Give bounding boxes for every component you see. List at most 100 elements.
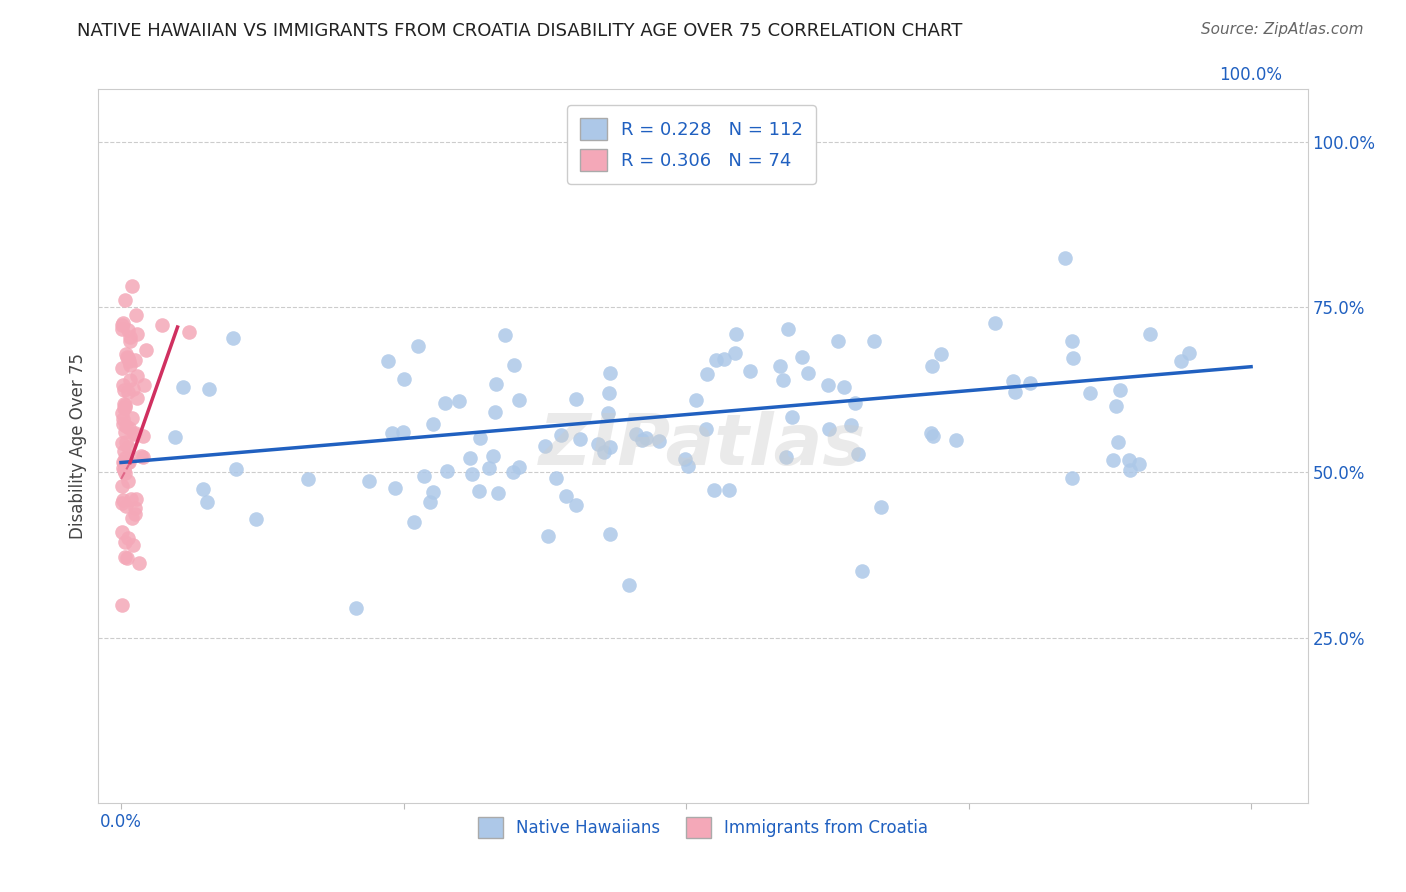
Point <box>117 350 139 364</box>
Point <box>1170 354 1192 368</box>
Point <box>598 406 620 420</box>
Text: ZIPatlas: ZIPatlas <box>540 411 866 481</box>
Point <box>125 392 148 406</box>
Point <box>112 463 135 477</box>
Point <box>384 481 406 495</box>
Point <box>851 564 873 578</box>
Point <box>772 374 794 388</box>
Point <box>195 495 218 509</box>
Point <box>117 531 139 545</box>
Point <box>460 467 482 482</box>
Point <box>1107 435 1129 450</box>
Point <box>846 447 869 461</box>
Point <box>718 483 741 498</box>
Point <box>818 422 841 436</box>
Point <box>118 454 141 468</box>
Point <box>165 429 187 443</box>
Point <box>118 353 141 368</box>
Point <box>111 318 134 332</box>
Point <box>1004 385 1026 400</box>
Point <box>945 433 967 447</box>
Point <box>599 366 621 380</box>
Point <box>127 368 149 383</box>
Point <box>780 409 803 424</box>
Text: NATIVE HAWAIIAN VS IMMIGRANTS FROM CROATIA DISABILITY AGE OVER 75 CORRELATION CH: NATIVE HAWAIIAN VS IMMIGRANTS FROM CROAT… <box>77 22 963 40</box>
Point <box>117 351 139 366</box>
Point <box>494 327 516 342</box>
Point <box>121 511 143 525</box>
Point <box>112 397 135 411</box>
Point <box>412 468 434 483</box>
Point <box>394 371 416 385</box>
Point <box>120 491 142 506</box>
Point <box>124 352 146 367</box>
Point <box>636 431 658 445</box>
Point <box>125 491 148 506</box>
Point <box>676 458 699 473</box>
Point <box>117 384 139 399</box>
Point <box>870 500 893 515</box>
Point <box>921 428 943 442</box>
Point <box>738 364 761 378</box>
Point <box>225 462 247 476</box>
Point <box>418 495 440 509</box>
Point <box>1002 374 1025 388</box>
Point <box>796 366 818 380</box>
Point <box>863 334 886 349</box>
Point <box>404 515 426 529</box>
Point <box>1128 457 1150 471</box>
Point <box>920 426 942 441</box>
Point <box>124 425 146 440</box>
Point <box>114 293 136 307</box>
Point <box>245 512 267 526</box>
Point <box>626 426 648 441</box>
Point <box>114 400 136 414</box>
Point <box>114 425 136 440</box>
Point <box>112 493 135 508</box>
Point <box>111 360 134 375</box>
Text: Source: ZipAtlas.com: Source: ZipAtlas.com <box>1201 22 1364 37</box>
Point <box>134 378 156 392</box>
Point <box>725 327 748 342</box>
Point <box>458 451 481 466</box>
Point <box>592 445 614 459</box>
Point <box>111 435 134 450</box>
Point <box>124 500 146 515</box>
Point <box>533 439 555 453</box>
Point <box>193 483 215 497</box>
Point <box>673 452 696 467</box>
Point <box>111 378 134 392</box>
Point <box>921 359 943 374</box>
Point <box>929 347 952 361</box>
Point <box>1109 383 1132 397</box>
Point <box>111 479 134 493</box>
Point <box>118 421 141 435</box>
Point <box>111 460 134 475</box>
Point <box>114 549 136 564</box>
Point <box>117 440 139 454</box>
Point <box>125 327 148 342</box>
Point <box>565 392 588 406</box>
Point <box>117 455 139 469</box>
Point <box>114 434 136 449</box>
Point <box>114 347 136 361</box>
Legend: Native Hawaiians, Immigrants from Croatia: Native Hawaiians, Immigrants from Croati… <box>471 811 935 845</box>
Point <box>713 352 735 367</box>
Point <box>503 359 526 373</box>
Point <box>222 330 245 344</box>
Point <box>478 461 501 475</box>
Point <box>121 279 143 293</box>
Point <box>844 396 866 410</box>
Point <box>111 412 134 426</box>
Point <box>111 322 134 336</box>
Point <box>122 538 145 552</box>
Point <box>135 343 157 358</box>
Point <box>696 367 718 381</box>
Point <box>449 394 471 409</box>
Point <box>1105 399 1128 413</box>
Point <box>1062 351 1084 366</box>
Point <box>599 441 621 455</box>
Point <box>124 507 146 521</box>
Point <box>768 359 790 373</box>
Point <box>508 392 530 407</box>
